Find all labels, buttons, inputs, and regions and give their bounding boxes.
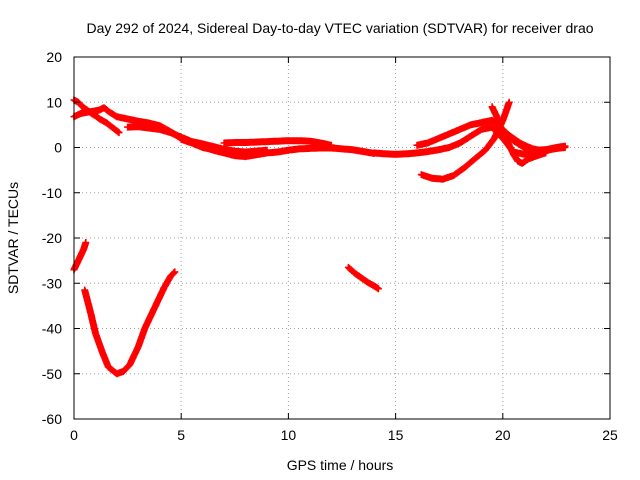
series-arc-9 — [488, 103, 550, 167]
y-tick-label: -30 — [42, 275, 62, 291]
x-tick-label: 15 — [388, 427, 404, 443]
series-arc-5 — [220, 137, 335, 149]
y-tick-label: -60 — [42, 411, 62, 427]
series-arc-13 — [344, 263, 382, 293]
data-point-markers — [70, 239, 90, 274]
y-tick-label: 10 — [46, 94, 62, 110]
y-tick-label: 20 — [46, 49, 62, 65]
x-axis-label: GPS time / hours — [287, 457, 394, 473]
x-tick-label: 0 — [70, 427, 78, 443]
x-tick-label: 10 — [281, 427, 297, 443]
data-point-markers — [488, 103, 550, 167]
x-tick-label: 25 — [602, 427, 618, 443]
y-tick-label: -20 — [42, 230, 62, 246]
data-point-markers — [220, 137, 335, 149]
y-axis-label: SDTVAR / TECUs — [5, 182, 21, 294]
series-arc-11 — [70, 239, 90, 274]
y-tick-label: -50 — [42, 366, 62, 382]
y-tick-label: -40 — [42, 321, 62, 337]
axis-ticks: 0 5 10 15 20 25 -60 -50 -40 -30 -20 -10 0 10 20 — [42, 49, 618, 443]
data-point-markers — [503, 130, 569, 154]
grid-lines — [74, 57, 610, 419]
series-arc-12 — [81, 268, 179, 378]
y-tick-label: 0 — [54, 140, 62, 156]
series-arc-10 — [503, 130, 569, 154]
data-point-markers — [344, 263, 382, 293]
x-tick-label: 20 — [495, 427, 511, 443]
y-tick-label: -10 — [42, 185, 62, 201]
data-points — [70, 96, 569, 378]
plot-frame — [73, 56, 611, 420]
data-point-markers — [81, 268, 179, 378]
x-tick-label: 5 — [177, 427, 185, 443]
chart-title: Day 292 of 2024, Sidereal Day-to-day VTE… — [86, 20, 593, 36]
